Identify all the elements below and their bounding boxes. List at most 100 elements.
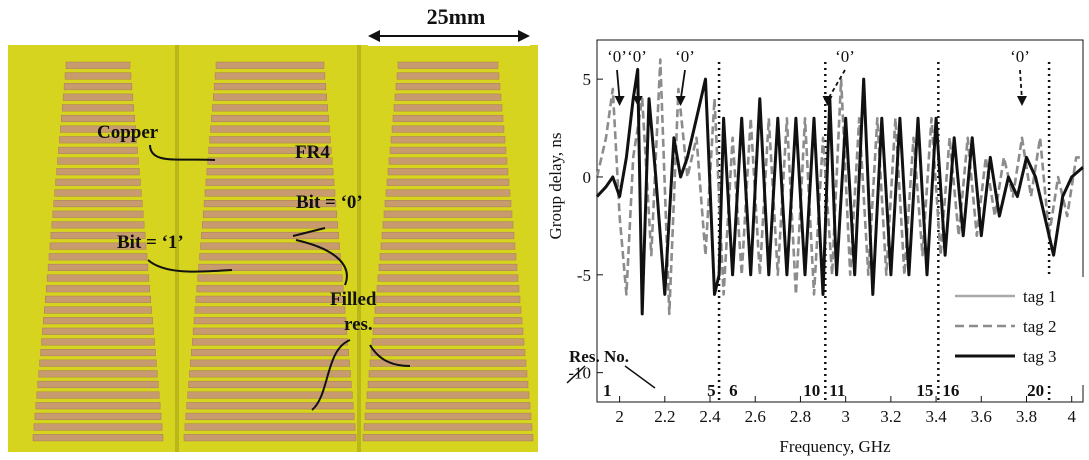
copper-resonator-strip — [191, 338, 349, 346]
copper-resonator-strip — [59, 136, 137, 144]
scale-label: 25mm — [427, 4, 486, 29]
copper-resonator-strip — [50, 231, 146, 240]
y-tick-label: 5 — [583, 70, 592, 89]
copper-resonator-strip — [202, 210, 338, 218]
copper-resonator-strip — [190, 359, 350, 367]
copper-resonator-strip — [382, 221, 514, 229]
copper-resonator-strip — [213, 83, 327, 91]
bit-0-label: Bit = ‘0’ — [296, 192, 363, 213]
copper-resonator-strip — [61, 114, 135, 123]
y-tick-label: -5 — [577, 266, 591, 285]
tag-2-resonators — [183, 61, 357, 442]
board-seam — [175, 45, 179, 452]
copper-resonator-strip — [207, 157, 333, 165]
copper-resonator-strip — [35, 402, 161, 410]
copper-resonator-strip — [200, 242, 340, 250]
copper-resonator-strip — [185, 412, 355, 420]
copper-resonator-strip — [183, 434, 357, 442]
copper-resonator-strip — [51, 221, 145, 229]
copper-resonator-strip — [378, 263, 518, 271]
copper-resonator-strip — [199, 253, 341, 261]
copper-resonator-strip — [204, 189, 336, 197]
resonator-number-label: 11 — [829, 381, 845, 400]
copper-resonator-strip — [369, 359, 527, 367]
copper-resonator-strip — [61, 104, 135, 112]
copper-resonator-strip — [44, 306, 152, 314]
copper-resonator-strip — [390, 136, 506, 144]
filled-label-line2: res. — [344, 314, 373, 335]
x-tick-label: 2.2 — [654, 407, 675, 426]
copper-resonator-strip — [189, 370, 351, 378]
copper-resonator-strip — [39, 359, 157, 367]
copper-resonator-strip — [394, 93, 502, 101]
zero-bit-arrow — [679, 69, 686, 101]
zero-bit-arrowhead — [675, 96, 686, 106]
copper-resonator-strip — [376, 285, 520, 293]
copper-resonator-strip — [40, 349, 156, 357]
fr4-label: FR4 — [295, 142, 330, 163]
copper-resonator-strip — [386, 178, 510, 186]
group-delay-chart: 2 2.2 2.4 2.6 2.8 3 3.2 3.4 3.6 3.8 4 5 0 -5 -10 Freq… — [546, 39, 1087, 456]
filled-label-line1: Filled — [330, 289, 377, 310]
copper-resonator-strip — [65, 61, 131, 69]
copper-resonator-strip — [208, 146, 332, 154]
series-layer — [595, 58, 1084, 316]
zero-bit-label: ‘0’ — [675, 47, 695, 66]
resonator-number-label: 15 — [916, 381, 933, 400]
zero-bit-arrowhead — [822, 96, 833, 106]
copper-resonator-strip — [191, 349, 349, 357]
resonator-number-label: 20 — [1027, 381, 1044, 400]
resonator-range-labels: 1 5 6 10 11 15 16 20 — [566, 365, 1044, 400]
x-tick-label: 2 — [615, 407, 624, 426]
copper-resonator-strip — [392, 114, 504, 123]
res-no-arrow-left — [566, 365, 586, 384]
copper-resonator-strip — [374, 306, 522, 314]
bit-1-pointer — [147, 259, 233, 273]
zero-bit-arrow — [616, 69, 621, 101]
x-tick-label: 3.8 — [1016, 407, 1037, 426]
copper-resonator-strip — [388, 157, 508, 165]
copper-resonator-strip — [389, 146, 507, 154]
copper-resonator-strip — [205, 178, 335, 186]
y-axis-ticks: 5 0 -5 -10 — [568, 70, 603, 383]
copper-resonator-strip — [36, 391, 160, 399]
copper-resonator-strip — [393, 104, 503, 112]
copper-resonator-strip — [377, 274, 519, 282]
x-tick-label: 2.6 — [745, 407, 766, 426]
x-tick-label: 3 — [841, 407, 850, 426]
copper-resonator-strip — [367, 380, 529, 389]
zero-bit-annotations: ‘0’ ‘0’ ‘0’ ‘0’ ‘0’ — [607, 47, 1030, 106]
copper-resonator-strip — [57, 157, 139, 165]
copper-resonator-strip — [379, 253, 517, 261]
copper-resonator-strip — [42, 327, 154, 335]
x-tick-label: 3.2 — [880, 407, 901, 426]
copper-resonator-strip — [370, 349, 526, 357]
copper-resonator-strip — [201, 231, 339, 240]
copper-resonator-strip — [62, 93, 134, 101]
copper-resonator-strip — [46, 274, 150, 282]
tag-photograph: 25mm Copper FR4 Bit = ‘0’ Bit = ‘1’ Fill… — [8, 4, 538, 452]
copper-resonator-strip — [188, 380, 352, 389]
copper-resonator-strip — [55, 178, 141, 186]
resonator-number-label: 10 — [803, 381, 820, 400]
copper-resonator-strip — [368, 370, 528, 378]
copper-resonator-strip — [206, 168, 334, 176]
copper-resonator-strip — [186, 402, 354, 410]
copper-resonator-strip — [194, 306, 346, 314]
copper-resonator-strip — [396, 72, 500, 80]
x-tick-label: 2.8 — [790, 407, 811, 426]
filled-pointer — [295, 239, 348, 286]
copper-resonator-strip — [34, 412, 162, 420]
zero-bit-arrow — [636, 69, 639, 101]
copper-resonator-strip — [196, 285, 344, 293]
copper-resonator-strip — [56, 168, 140, 176]
copper-resonator-strip — [371, 338, 525, 346]
copper-resonator-strip — [187, 391, 353, 399]
copper-resonator-strip — [53, 200, 143, 208]
legend-label-tag-3: tag 3 — [1023, 347, 1057, 366]
board-seam — [357, 45, 361, 452]
x-axis-label: Frequency, GHz — [779, 437, 891, 456]
copper-resonator-strip — [391, 125, 505, 133]
zero-bit-arrowhead — [632, 96, 643, 106]
copper-resonator-strip — [380, 242, 516, 250]
